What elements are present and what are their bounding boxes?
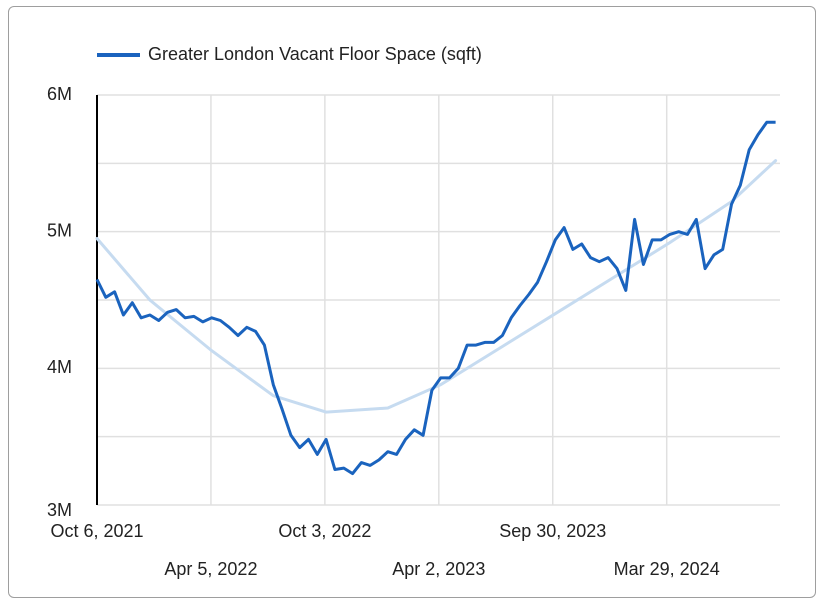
x-tick-label: Mar 29, 2024	[614, 559, 720, 579]
y-tick-label: 4M	[47, 357, 72, 377]
y-tick-label: 6M	[47, 84, 72, 104]
x-tick-label: Apr 2, 2023	[392, 559, 485, 579]
y-tick-label: 5M	[47, 220, 72, 240]
legend-label: Greater London Vacant Floor Space (sqft)	[148, 44, 482, 64]
line	[95, 120, 776, 476]
x-tick-label: Oct 6, 2021	[50, 521, 143, 541]
x-tick-label: Apr 5, 2022	[164, 559, 257, 579]
x-tick-label: Oct 3, 2022	[278, 521, 371, 541]
trendline	[95, 159, 778, 414]
y-tick-label: 3M	[47, 500, 72, 520]
chart-card	[8, 6, 816, 598]
x-tick-label: Sep 30, 2023	[499, 521, 606, 541]
